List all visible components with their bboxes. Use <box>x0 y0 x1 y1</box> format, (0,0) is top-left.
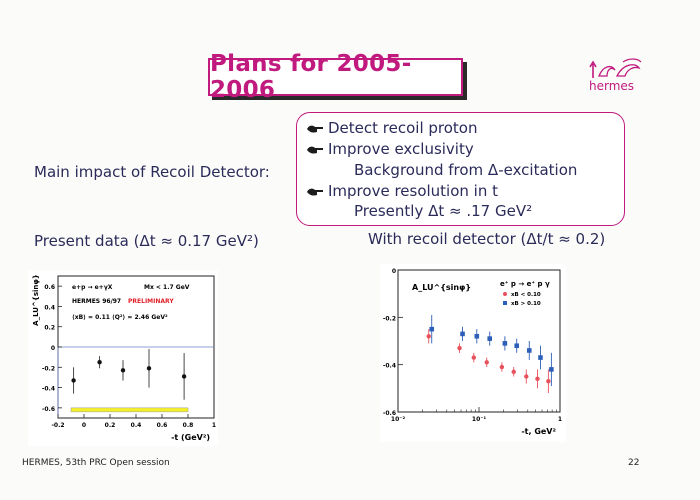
main-impact-label: Main impact of Recoil Detector: <box>34 163 270 181</box>
plan-subitem-presently: Presently Δt ≈ .17 GeV² <box>354 202 533 220</box>
with-recoil-label: With recoil detector (Δt/t ≈ 0.2) <box>368 230 606 248</box>
data-point <box>97 360 102 365</box>
systematic-band <box>70 407 189 413</box>
data-point <box>181 374 187 379</box>
x-tick-label: 0.2 <box>105 422 116 429</box>
preliminary-label: PRELIMINARY <box>128 298 174 305</box>
y-tick-label: 0.2 <box>44 325 55 332</box>
y-tick-label: 0.4 <box>44 304 55 311</box>
legend-label: xB > 0.10 <box>511 301 541 307</box>
x-tick-label: 1 <box>212 422 216 429</box>
y-axis-label: A_LU^{sinφ} <box>412 283 471 292</box>
slide-title: Plans for 2005-2006 <box>210 51 412 103</box>
data-point <box>546 379 551 384</box>
x-axis-label: -t, GeV² <box>521 427 556 436</box>
right-chart-panel: 0 -0.2 -0.4 -0.6 10⁻² 10⁻¹ 1 -t, GeV² A_LU^{sinφ… <box>380 264 566 442</box>
x-tick-label: 0.4 <box>131 422 142 429</box>
y-tick-label: 0 <box>51 345 55 352</box>
experiment-label: HERMES 96/97 <box>72 298 121 305</box>
x-tick-label: 0 <box>82 422 86 429</box>
legend-marker <box>503 292 507 296</box>
legend-label: xB < 0.10 <box>511 292 541 298</box>
data-point <box>457 345 462 351</box>
y-axis-label: A_LU^{sinφ} <box>32 274 40 326</box>
data-point <box>474 333 480 339</box>
page-number: 22 <box>628 458 640 468</box>
pointing-hand-icon <box>306 187 323 197</box>
x-tick-label: 0.8 <box>183 422 194 429</box>
y-tick-label: 0 <box>392 268 396 275</box>
pointing-hand-icon <box>306 145 323 155</box>
kinematics-label: ⟨xB⟩ = 0.11 ⟨Q²⟩ = 2.46 GeV² <box>72 314 168 321</box>
data-point <box>471 355 476 360</box>
data-point <box>146 366 152 371</box>
x-tick-label: 0.6 <box>157 422 168 429</box>
y-tick-label: -0.2 <box>42 365 55 372</box>
x-tick-label: 1 <box>558 416 562 423</box>
data-point <box>538 355 543 360</box>
hermes-logo: hermes <box>585 56 647 100</box>
legend-marker <box>503 301 507 305</box>
plan-item-exclusivity: Improve exclusivity <box>328 140 474 158</box>
x-tick-label: -0.2 <box>51 422 64 429</box>
x-tick-label: 10⁻² <box>391 416 406 423</box>
data-point <box>487 336 493 341</box>
data-point <box>502 341 508 346</box>
x-axis-label: -t (GeV²) <box>171 433 210 442</box>
y-tick-label: 0.6 <box>44 284 55 291</box>
plan-item-resolution: Improve resolution in t <box>328 182 499 200</box>
slide-title-box: Plans for 2005-2006 <box>208 51 463 103</box>
y-tick-label: -0.2 <box>383 315 396 322</box>
data-point <box>514 343 520 349</box>
y-tick-label: -0.6 <box>42 406 55 413</box>
data-point <box>511 369 516 374</box>
left-chart-panel: 0.6 0.4 0.2 0 -0.2 -0.4 -0.6 -0.2 0 0.2 0.4 0.6 0.8 1… <box>28 270 218 446</box>
plans-box <box>296 112 625 226</box>
data-point <box>426 334 431 339</box>
data-point <box>120 368 126 373</box>
footer-session: HERMES, 53th PRC Open session <box>22 458 170 468</box>
plan-subitem-background: Background from Δ-excitation <box>354 161 578 179</box>
data-point <box>549 367 554 372</box>
y-tick-label: -0.6 <box>383 410 396 417</box>
right-chart: 0 -0.2 -0.4 -0.610⁻² 10⁻¹ 1-t, GeV² A_LU^{sinφ… <box>383 268 562 436</box>
data-point <box>526 348 532 353</box>
data-point <box>460 331 465 337</box>
reaction-label: e+p → e+γX <box>72 284 113 291</box>
x-tick-label: 10⁻¹ <box>472 416 487 423</box>
y-tick-label: -0.4 <box>42 386 55 393</box>
data-point <box>484 360 489 365</box>
y-tick-label: -0.4 <box>383 363 396 370</box>
data-point <box>524 374 529 379</box>
data-point <box>535 376 540 382</box>
data-point <box>499 364 505 370</box>
data-point <box>429 326 435 332</box>
hermes-wing-icon <box>589 58 642 78</box>
mx-cut-label: Mx < 1.7 GeV <box>144 284 190 291</box>
present-data-label: Present data (Δt ≈ 0.17 GeV²) <box>34 232 259 250</box>
plan-item-recoil: Detect recoil proton <box>328 119 478 137</box>
reaction-label: e⁺ p → e⁺ p γ <box>500 280 550 288</box>
left-chart: 0.6 0.4 0.2 0 -0.2 -0.4 -0.6 -0.2 0 0.2 0.4 0.6 0.8 1… <box>32 274 216 442</box>
data-point <box>71 378 76 383</box>
logo-text: hermes <box>589 79 635 93</box>
pointing-hand-icon <box>306 124 323 134</box>
